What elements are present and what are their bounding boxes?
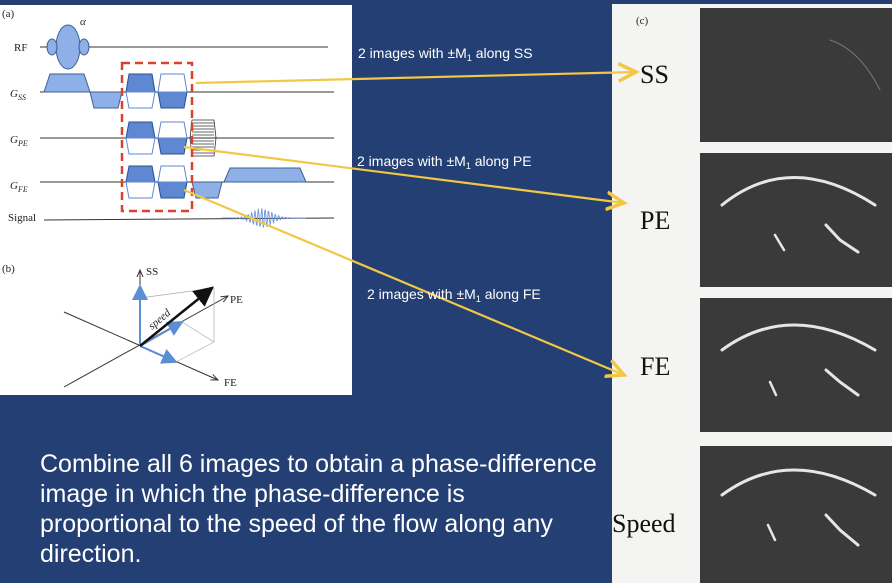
row-label-ss: SS bbox=[640, 60, 669, 89]
pe-component-vector bbox=[139, 321, 184, 347]
mri-image-ss bbox=[700, 8, 892, 142]
mri-image-speed bbox=[700, 446, 892, 583]
fe-component-vector bbox=[139, 345, 178, 364]
gss-row-label: GSS bbox=[10, 88, 26, 102]
gss-flow-encode-negative-2 bbox=[157, 91, 188, 109]
gfe-flow-encode-negative-2 bbox=[157, 181, 188, 199]
row-label-speed: Speed bbox=[612, 509, 676, 538]
rf-pulse-right-lobe bbox=[78, 38, 90, 56]
signal-row-label: Signal bbox=[8, 212, 36, 224]
gfe-readout-lobe bbox=[223, 167, 307, 183]
summary-text: Combine all 6 images to obtain a phase-d… bbox=[40, 450, 597, 568]
image-column-panel: (c) SS PE FE Speed bbox=[612, 4, 892, 583]
panel-a-label: (a) bbox=[2, 8, 15, 20]
ss-axis-label: SS bbox=[146, 266, 158, 278]
arrow-to-pe bbox=[183, 145, 624, 203]
row-label-fe: FE bbox=[640, 352, 670, 381]
gss-slice-select-lobe bbox=[43, 73, 91, 93]
gpe-row-label: GPE bbox=[10, 134, 28, 148]
pulse-sequence-panel: (a) RF α GSS GPE bbox=[0, 5, 352, 259]
gfe-dephase-lobe bbox=[191, 181, 223, 199]
mri-image-pe bbox=[700, 153, 892, 287]
gpe-flow-encode-positive-2 bbox=[157, 121, 188, 139]
vector-panel-background bbox=[0, 259, 352, 395]
projection-box bbox=[139, 287, 215, 363]
gfe-flow-encode-positive-2 bbox=[157, 165, 188, 183]
mri-image-fe bbox=[700, 298, 892, 432]
panel-c-label: (c) bbox=[636, 15, 649, 27]
speed-vector bbox=[139, 286, 214, 347]
gpe-flow-encode-positive bbox=[125, 121, 156, 139]
rf-row-label: RF bbox=[14, 42, 27, 54]
gss-rephase-lobe bbox=[89, 91, 123, 109]
annotation-ss: 2 images with ±M1 along SS bbox=[358, 45, 533, 63]
row-label-pe: PE bbox=[640, 206, 670, 235]
panel-b-label: (b) bbox=[2, 263, 15, 275]
flip-angle-label: α bbox=[80, 16, 86, 28]
pe-axis-label: PE bbox=[230, 294, 243, 306]
gfe-flow-encode-negative bbox=[125, 181, 156, 199]
signal-baseline bbox=[43, 217, 335, 221]
flow-encoding-dashed-box bbox=[120, 61, 194, 213]
vessel-traces bbox=[720, 39, 881, 547]
gss-flow-encode-positive-2 bbox=[157, 73, 188, 93]
rf-pulse-main-lobe bbox=[55, 24, 81, 70]
gfe-row-label: GFE bbox=[10, 180, 28, 194]
gfe-flow-encode-positive bbox=[125, 165, 156, 183]
fe-axis-label: FE bbox=[224, 377, 237, 389]
rf-pulse-left-lobe bbox=[46, 38, 58, 56]
annotation-pe: 2 images with ±M1 along PE bbox=[357, 153, 532, 171]
gss-flow-encode-positive bbox=[125, 73, 156, 93]
arrow-to-ss bbox=[195, 72, 636, 85]
gpe-flow-encode-negative-2 bbox=[157, 137, 188, 155]
vector-diagram-panel: (b) SS PE FE speed bbox=[0, 259, 352, 395]
connector-arrows bbox=[183, 72, 636, 375]
arrow-to-fe bbox=[183, 188, 624, 375]
gpe-flow-encode-negative bbox=[125, 137, 156, 155]
gss-flow-encode-negative bbox=[125, 91, 156, 109]
annotation-fe: 2 images with ±M1 along FE bbox=[367, 286, 541, 304]
